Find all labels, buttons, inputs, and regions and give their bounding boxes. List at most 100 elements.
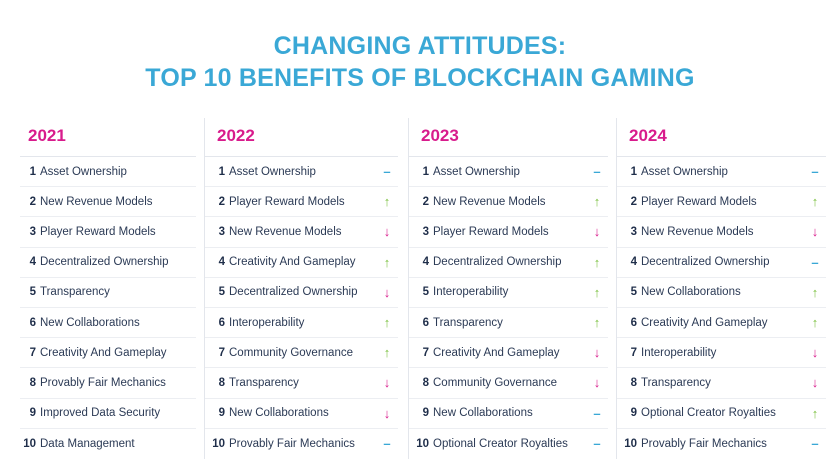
column-2023: 2023 1 Asset Ownership – 2 New Revenue Model… — [408, 118, 608, 459]
rank-number: 3 — [29, 225, 36, 238]
list-item: 5 New Collaborations ↑ — [617, 278, 826, 308]
list-item: 8 Community Governance ↓ — [409, 368, 608, 399]
list-item: 7 Creativity And Gameplay — [20, 338, 196, 369]
list-item: 2 Player Reward Models ↑ — [205, 187, 398, 218]
rank-number: 2 — [630, 195, 637, 208]
rank-number: 3 — [422, 225, 429, 238]
rank-number: 6 — [630, 316, 637, 329]
benefit-name: New Collaborations — [229, 407, 329, 420]
rank-number: 9 — [422, 407, 429, 420]
arrow-down-icon: ↓ — [383, 284, 391, 300]
benefit-name: Community Governance — [229, 346, 353, 359]
dash-icon: – — [811, 164, 819, 180]
list-item: 8 Transparency ↓ — [205, 368, 398, 399]
arrow-up-icon: ↑ — [811, 405, 819, 421]
rank-number: 9 — [218, 407, 225, 420]
arrow-up-icon: ↑ — [811, 284, 819, 300]
benefit-name: Creativity And Gameplay — [641, 316, 768, 329]
rank-number: 10 — [212, 437, 225, 450]
benefit-name: New Revenue Models — [40, 195, 153, 208]
rank-number: 3 — [218, 225, 225, 238]
title-line-2: TOP 10 BENEFITS OF BLOCKCHAIN GAMING — [145, 64, 695, 92]
benefit-name: Interoperability — [229, 316, 305, 329]
ranking-list: 1 Asset Ownership 2 New Revenue Models 3 Play… — [20, 156, 196, 459]
list-item: 10 Provably Fair Mechanics – — [205, 429, 398, 459]
list-item: 6 Transparency ↑ — [409, 308, 608, 339]
arrow-up-icon: ↑ — [593, 254, 601, 270]
rank-number: 5 — [630, 286, 637, 299]
rank-number: 9 — [630, 407, 637, 420]
benefit-name: New Collaborations — [40, 316, 140, 329]
list-item: 5 Interoperability ↑ — [409, 278, 608, 308]
rank-number: 5 — [29, 286, 36, 299]
rank-number: 8 — [29, 376, 36, 389]
list-item: 2 New Revenue Models ↑ — [409, 187, 608, 218]
list-item: 6 Creativity And Gameplay ↑ — [617, 308, 826, 339]
benefit-name: Transparency — [229, 376, 299, 389]
list-item: 6 Interoperability ↑ — [205, 308, 398, 339]
rank-number: 1 — [630, 165, 637, 178]
list-item: 4 Decentralized Ownership – — [617, 248, 826, 278]
benefit-name: Player Reward Models — [641, 195, 757, 208]
list-item: 5 Decentralized Ownership ↓ — [205, 278, 398, 308]
benefit-name: Player Reward Models — [433, 225, 549, 238]
benefit-name: Asset Ownership — [433, 165, 520, 178]
benefit-name: New Collaborations — [433, 407, 533, 420]
list-item: 7 Community Governance ↑ — [205, 338, 398, 369]
rank-number: 1 — [422, 165, 429, 178]
list-item: 7 Interoperability ↓ — [617, 338, 826, 369]
dash-icon: – — [383, 164, 391, 180]
column-2022: 2022 1 Asset Ownership – 2 Player Reward Mod… — [204, 118, 398, 459]
benefit-name: Optional Creator Royalties — [433, 437, 568, 450]
benefit-name: New Revenue Models — [433, 195, 546, 208]
rank-number: 6 — [29, 316, 36, 329]
rank-number: 7 — [218, 346, 225, 359]
ranking-list: 1 Asset Ownership – 2 New Revenue Models ↑ 3 Pl… — [409, 156, 608, 459]
ranking-list: 1 Asset Ownership – 2 Player Reward Models ↑ 3… — [617, 156, 826, 459]
benefit-name: Interoperability — [641, 346, 717, 359]
benefit-name: Data Management — [40, 437, 135, 450]
list-item: 9 Optional Creator Royalties ↑ — [617, 399, 826, 429]
list-item: 10 Optional Creator Royalties – — [409, 429, 608, 459]
title-line-1: CHANGING ATTITUDES: — [273, 32, 567, 60]
benefit-name: Decentralized Ownership — [40, 256, 169, 269]
rank-number: 6 — [422, 316, 429, 329]
rank-number: 2 — [218, 195, 225, 208]
list-item: 10 Provably Fair Mechanics – — [617, 429, 826, 459]
list-item: 9 New Collaborations ↓ — [205, 399, 398, 429]
column-2024: 2024 1 Asset Ownership – 2 Player Reward Mod… — [616, 118, 826, 459]
arrow-up-icon: ↑ — [593, 315, 601, 331]
list-item: 2 Player Reward Models ↑ — [617, 187, 826, 218]
arrow-up-icon: ↑ — [383, 315, 391, 331]
benefit-name: New Collaborations — [641, 286, 741, 299]
benefit-name: Decentralized Ownership — [641, 256, 770, 269]
dash-icon: – — [593, 436, 601, 452]
rank-number: 7 — [630, 346, 637, 359]
benefit-name: Decentralized Ownership — [229, 286, 358, 299]
list-item: 3 New Revenue Models ↓ — [617, 217, 826, 248]
year-heading: 2022 — [217, 126, 255, 145]
benefit-name: Creativity And Gameplay — [229, 256, 356, 269]
rank-number: 8 — [422, 376, 429, 389]
arrow-down-icon: ↓ — [811, 345, 819, 361]
list-item: 4 Decentralized Ownership ↑ — [409, 248, 608, 278]
benefit-name: Optional Creator Royalties — [641, 407, 776, 420]
page-title: CHANGING ATTITUDES: TOP 10 BENEFITS OF B… — [0, 30, 840, 94]
arrow-up-icon: ↑ — [383, 194, 391, 210]
rank-number: 1 — [29, 165, 36, 178]
ranking-list: 1 Asset Ownership – 2 Player Reward Models ↑ 3… — [205, 156, 398, 459]
list-item: 10 Data Management — [20, 429, 196, 459]
rank-number: 8 — [630, 376, 637, 389]
arrow-up-icon: ↑ — [383, 345, 391, 361]
benefit-name: New Revenue Models — [229, 225, 342, 238]
benefit-name: Transparency — [40, 286, 110, 299]
rank-number: 3 — [630, 225, 637, 238]
dash-icon: – — [811, 436, 819, 452]
rank-number: 1 — [218, 165, 225, 178]
benefit-name: Asset Ownership — [641, 165, 728, 178]
arrow-up-icon: ↑ — [593, 194, 601, 210]
benefit-name: Player Reward Models — [40, 225, 156, 238]
benefit-name: Community Governance — [433, 376, 557, 389]
rank-number: 2 — [422, 195, 429, 208]
list-item: 3 Player Reward Models — [20, 217, 196, 248]
